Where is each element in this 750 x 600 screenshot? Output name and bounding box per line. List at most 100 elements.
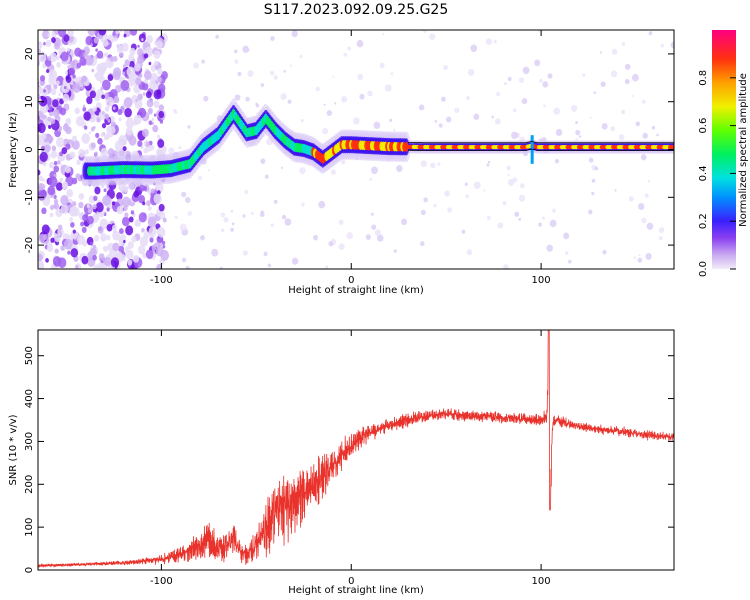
spectrogram-cell	[53, 165, 60, 173]
spectrogram-cell	[135, 77, 142, 86]
spectrogram-cell	[301, 202, 305, 207]
spectrogram-cell	[441, 96, 446, 102]
spectrogram-cell	[420, 241, 425, 247]
spectrogram-cell	[141, 38, 144, 42]
colorbar: 0.0 0.2 0.4 0.6 0.8 Normalized spectral ampl…	[698, 30, 749, 277]
spectrogram-cell	[520, 183, 525, 189]
spectrogram-cell	[78, 212, 84, 219]
spectrogram-cell	[74, 107, 81, 115]
spectrogram-cell	[75, 264, 79, 269]
spectrogram-cell	[161, 70, 168, 80]
spectrogram-cell	[465, 194, 469, 199]
spectrogram-cell	[127, 241, 134, 250]
spectrogram-cell	[95, 48, 98, 52]
spectrogram-cell	[341, 95, 348, 103]
spectrogram-cell	[29, 159, 38, 170]
spectrogram-cell	[149, 237, 154, 243]
spectrogram-cell	[60, 194, 69, 206]
spectrogram-cell	[70, 248, 79, 258]
spectrogram-cell	[90, 142, 96, 149]
spectrogram-cell	[95, 202, 104, 213]
spectrogram-cell	[112, 55, 118, 62]
spectrogram-cell	[512, 108, 517, 113]
spectrogram-cell	[326, 110, 333, 117]
spectrogram-cell	[85, 55, 94, 66]
spectrogram-cell	[139, 236, 149, 247]
spectrogram-cell	[124, 107, 132, 118]
spectrogram-cell	[555, 128, 563, 137]
spectrogram-cell	[338, 243, 345, 251]
spectrogram-cell	[52, 256, 62, 267]
spectrogram-cell	[507, 173, 510, 176]
spectrogram-cell	[322, 127, 329, 135]
spectrogram-cell	[57, 30, 67, 38]
spectrogram-cell	[179, 223, 187, 232]
spectrogram-cell	[51, 145, 57, 152]
spectrogram-cell	[65, 117, 72, 126]
spectrogram-cell	[147, 205, 152, 211]
spectrogram-cell	[48, 161, 55, 169]
spectrogram-cell	[50, 88, 57, 96]
spectrogram-cell	[384, 84, 392, 92]
spectrogram-ytick-label: 0	[24, 146, 35, 152]
spectrogram-cell	[151, 117, 155, 122]
spectrogram-cell	[83, 51, 88, 58]
spectrogram-cell	[635, 121, 640, 127]
spectrogram-cell	[48, 69, 58, 81]
spectrogram-cell	[70, 230, 78, 239]
spectrogram-cell	[637, 257, 643, 263]
spectrogram-cell	[38, 41, 43, 50]
spectrogram-xtick-label: -100	[150, 275, 173, 286]
snr-ticks: -100 0 100 0 100 200 300 400 500	[24, 330, 674, 587]
spectrogram-cell	[518, 194, 526, 202]
spectrogram-cell	[72, 82, 81, 94]
spectrogram-cell	[631, 73, 639, 82]
spectrogram-cell	[42, 30, 50, 40]
spectrogram-cell	[534, 59, 541, 67]
spectrogram-cell	[589, 116, 592, 119]
spectrogram-cell	[76, 62, 82, 69]
spectrogram-ytick-label: 10	[24, 95, 35, 108]
spectrogram-cell	[97, 262, 104, 269]
spectrogram-cell	[430, 162, 436, 169]
spectrogram-cell	[96, 50, 104, 59]
spectrogram-cell	[553, 107, 561, 115]
spectrogram-cell	[591, 191, 595, 196]
spectrogram-cell	[134, 222, 138, 227]
spectrogram-cell	[46, 137, 50, 142]
spectrogram-cell	[113, 36, 118, 42]
spectrogram-cell	[628, 195, 634, 202]
colorbar-tick-label: 0.2	[698, 213, 709, 229]
snr-ylabel: SNR (10 * v/v)	[8, 414, 19, 485]
spectrogram-cell	[111, 201, 116, 206]
spectrogram-cell	[47, 56, 52, 61]
spectrogram-ytick-label: -20	[24, 237, 35, 253]
spectrogram-cell	[91, 68, 95, 73]
spectrogram-cell	[503, 264, 509, 269]
spectrogram-cell	[61, 147, 68, 155]
spectrogram-cell	[100, 132, 105, 137]
spectrogram-cell	[315, 86, 320, 92]
spectrogram-cell	[263, 251, 268, 257]
spectrogram-cell	[575, 138, 578, 141]
spectrogram-cell	[565, 251, 569, 256]
spectrogram-cell	[137, 140, 143, 147]
spectrogram-cell	[112, 229, 117, 235]
spectrogram-cell	[493, 39, 497, 44]
spectrogram-cell	[162, 217, 167, 223]
spectrogram-cell	[113, 70, 121, 81]
spectrogram-cell	[118, 241, 123, 247]
snr-ytick-label: 200	[24, 475, 35, 494]
spectrogram-cell	[122, 196, 131, 208]
snr-ytick-label: 300	[24, 432, 35, 451]
colorbar-tick-label: 0.8	[698, 70, 709, 86]
spectrogram-cell	[506, 165, 511, 171]
spectrogram-cell	[39, 151, 48, 163]
spectrogram-cell	[54, 233, 61, 243]
spectrogram-cell	[621, 41, 626, 46]
spectrogram-cell	[158, 203, 165, 212]
spectrogram-cell	[123, 239, 126, 244]
spectrogram-cell	[43, 118, 49, 125]
spectrogram-cell	[104, 113, 109, 119]
spectrogram-cell	[588, 157, 594, 163]
